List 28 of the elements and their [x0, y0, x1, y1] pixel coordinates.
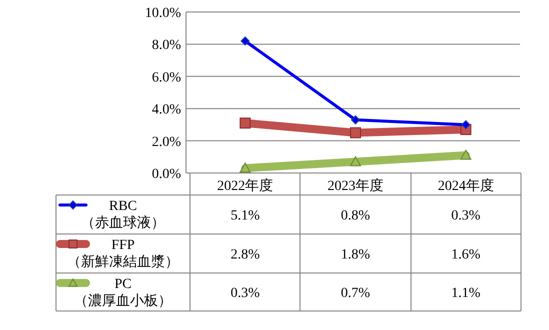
text: 1.6%: [451, 248, 480, 262]
y-tick-label: 8.0%: [152, 38, 182, 54]
text: 1.8%: [340, 248, 370, 262]
text: 0.3%: [451, 208, 480, 224]
x-tick-label: 2023年度: [328, 178, 384, 194]
point: [240, 36, 250, 46]
y-tick-label: 6.0%: [152, 70, 182, 86]
y-tick-label: 2.0%: [152, 134, 182, 150]
text: 0.8%: [340, 208, 370, 224]
text: 2.8%: [230, 248, 260, 262]
point: [350, 156, 361, 166]
y-tick-label: 0.0%: [152, 167, 182, 182]
text: 0.7%: [340, 286, 370, 301]
point: [240, 118, 251, 129]
point: [461, 120, 470, 130]
legend-label: RBC （赤血球液）: [81, 199, 165, 231]
point: [460, 150, 472, 160]
legend-label: PC （濃厚血小板）: [74, 277, 172, 309]
y-tick-label: 10.0%: [144, 6, 182, 21]
point: [240, 162, 251, 173]
text: 1.1%: [451, 286, 480, 301]
x-tick-label: 2022年度: [217, 178, 274, 194]
point: [351, 115, 360, 124]
point: [350, 127, 361, 138]
x-tick-label: 2024年度: [438, 178, 494, 194]
text: 5.1%: [230, 208, 260, 224]
y-tick-label: 4.0%: [152, 102, 182, 118]
text: 0.3%: [230, 286, 260, 301]
